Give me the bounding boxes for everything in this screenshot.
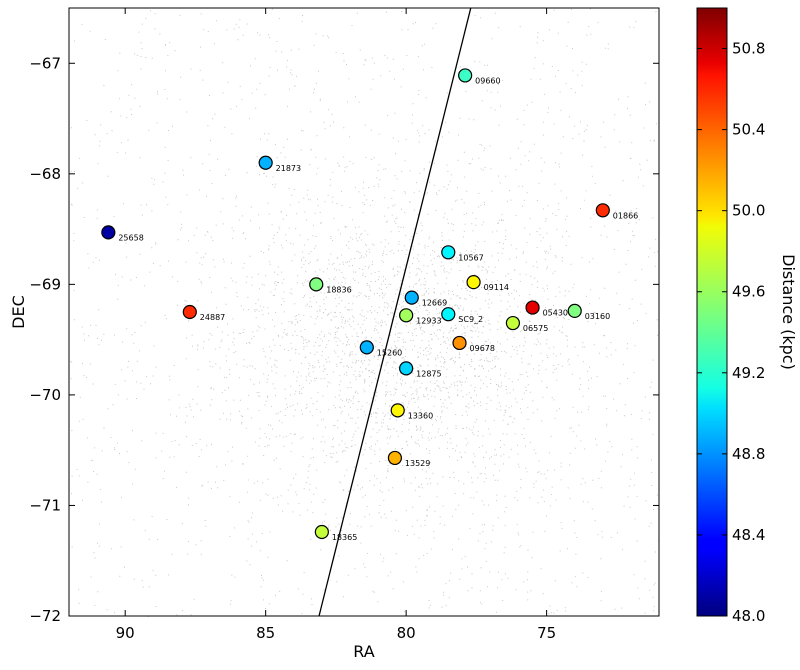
data-point-label: 06575 [523, 324, 548, 333]
data-point-label: 15260 [377, 348, 402, 357]
star-density-background [70, 8, 660, 617]
plot-background [69, 8, 659, 616]
data-point-label: 01866 [613, 211, 638, 220]
data-point-label: 09660 [475, 76, 500, 85]
x-axis: 90 85 80 75 [116, 8, 556, 642]
data-point-label: 25658 [118, 233, 143, 242]
x-tick-label: 85 [256, 624, 275, 642]
colorbar-tick-label: 48.8 [732, 445, 765, 463]
y-tick-label: −71 [29, 496, 61, 514]
data-point[interactable] [101, 225, 116, 240]
colorbar-gradient [696, 7, 728, 617]
colorbar-ticks: 48.0 48.4 48.8 49.2 49.6 50.0 50.4 50.8 [697, 40, 765, 625]
x-axis-label: RA [353, 642, 374, 661]
data-point[interactable] [595, 203, 610, 218]
colorbar-label: Distance (kpc) [779, 254, 798, 370]
data-points-layer: 09660 21873 01866 25658 10567 18836 09114 12669… [101, 68, 638, 542]
data-point[interactable] [505, 315, 521, 331]
y-tick-label: −67 [29, 54, 61, 72]
data-point[interactable] [314, 524, 329, 540]
data-point-label: 13529 [405, 459, 430, 468]
y-tick-label: −72 [29, 607, 61, 625]
data-point-label: 18836 [326, 285, 351, 294]
star-field [70, 8, 660, 617]
colorbar-tick-label: 50.8 [732, 40, 765, 58]
plot-frame [68, 7, 660, 617]
colorbar-tick-label: 49.6 [732, 283, 765, 301]
colorbar-tick-label: 50.4 [732, 121, 765, 139]
y-tick-label: −70 [29, 386, 61, 404]
data-point[interactable] [387, 450, 403, 466]
x-tick-label: 80 [397, 624, 416, 642]
data-point[interactable] [525, 300, 540, 315]
data-point[interactable] [399, 361, 414, 376]
fit-line [318, 7, 472, 617]
data-point[interactable] [390, 403, 405, 418]
data-point[interactable] [452, 335, 467, 351]
data-point-label: 21873 [276, 164, 301, 173]
data-point-label: 03160 [585, 312, 610, 321]
data-point[interactable] [404, 290, 419, 305]
y-tick-label: −69 [29, 275, 61, 293]
data-point-label: 09114 [484, 283, 509, 292]
y-axis: −67 −68 −69 −70 −71 −72 [29, 54, 659, 625]
data-point[interactable] [567, 303, 582, 318]
y-axis-label: DEC [9, 295, 28, 329]
data-point-label: 10567 [458, 253, 483, 262]
data-point[interactable] [182, 304, 197, 320]
data-point-label: SC9_2 [458, 315, 483, 324]
x-tick-label: 90 [116, 624, 135, 642]
colorbar-tick-label: 49.2 [732, 364, 765, 382]
data-point-label: 18365 [332, 533, 357, 542]
data-point-label: 12875 [416, 369, 441, 378]
data-point-label: 05430 [543, 309, 568, 318]
colorbar-tick-label: 48.0 [732, 607, 765, 625]
data-point[interactable] [359, 340, 374, 355]
data-point-label: 09678 [470, 344, 495, 353]
data-point[interactable] [441, 307, 456, 322]
data-point[interactable] [441, 245, 456, 260]
colorbar: 48.0 48.4 48.8 49.2 49.6 50.0 50.4 50.8 Distanc… [696, 7, 798, 625]
data-point-label: 24887 [200, 313, 225, 322]
colorbar-tick-label: 48.4 [732, 526, 765, 544]
data-point[interactable] [458, 68, 473, 83]
fit-line-layer [318, 7, 472, 617]
data-point[interactable] [399, 308, 414, 323]
data-point[interactable] [309, 277, 324, 292]
y-tick-label: −68 [29, 165, 61, 183]
data-point[interactable] [466, 275, 481, 290]
data-point-label: 12669 [422, 299, 447, 308]
data-point-label: 12933 [416, 316, 441, 325]
colorbar-tick-label: 50.0 [732, 202, 765, 220]
x-tick-label: 75 [537, 624, 556, 642]
data-point[interactable] [258, 155, 273, 170]
data-point-label: 13360 [408, 411, 433, 420]
